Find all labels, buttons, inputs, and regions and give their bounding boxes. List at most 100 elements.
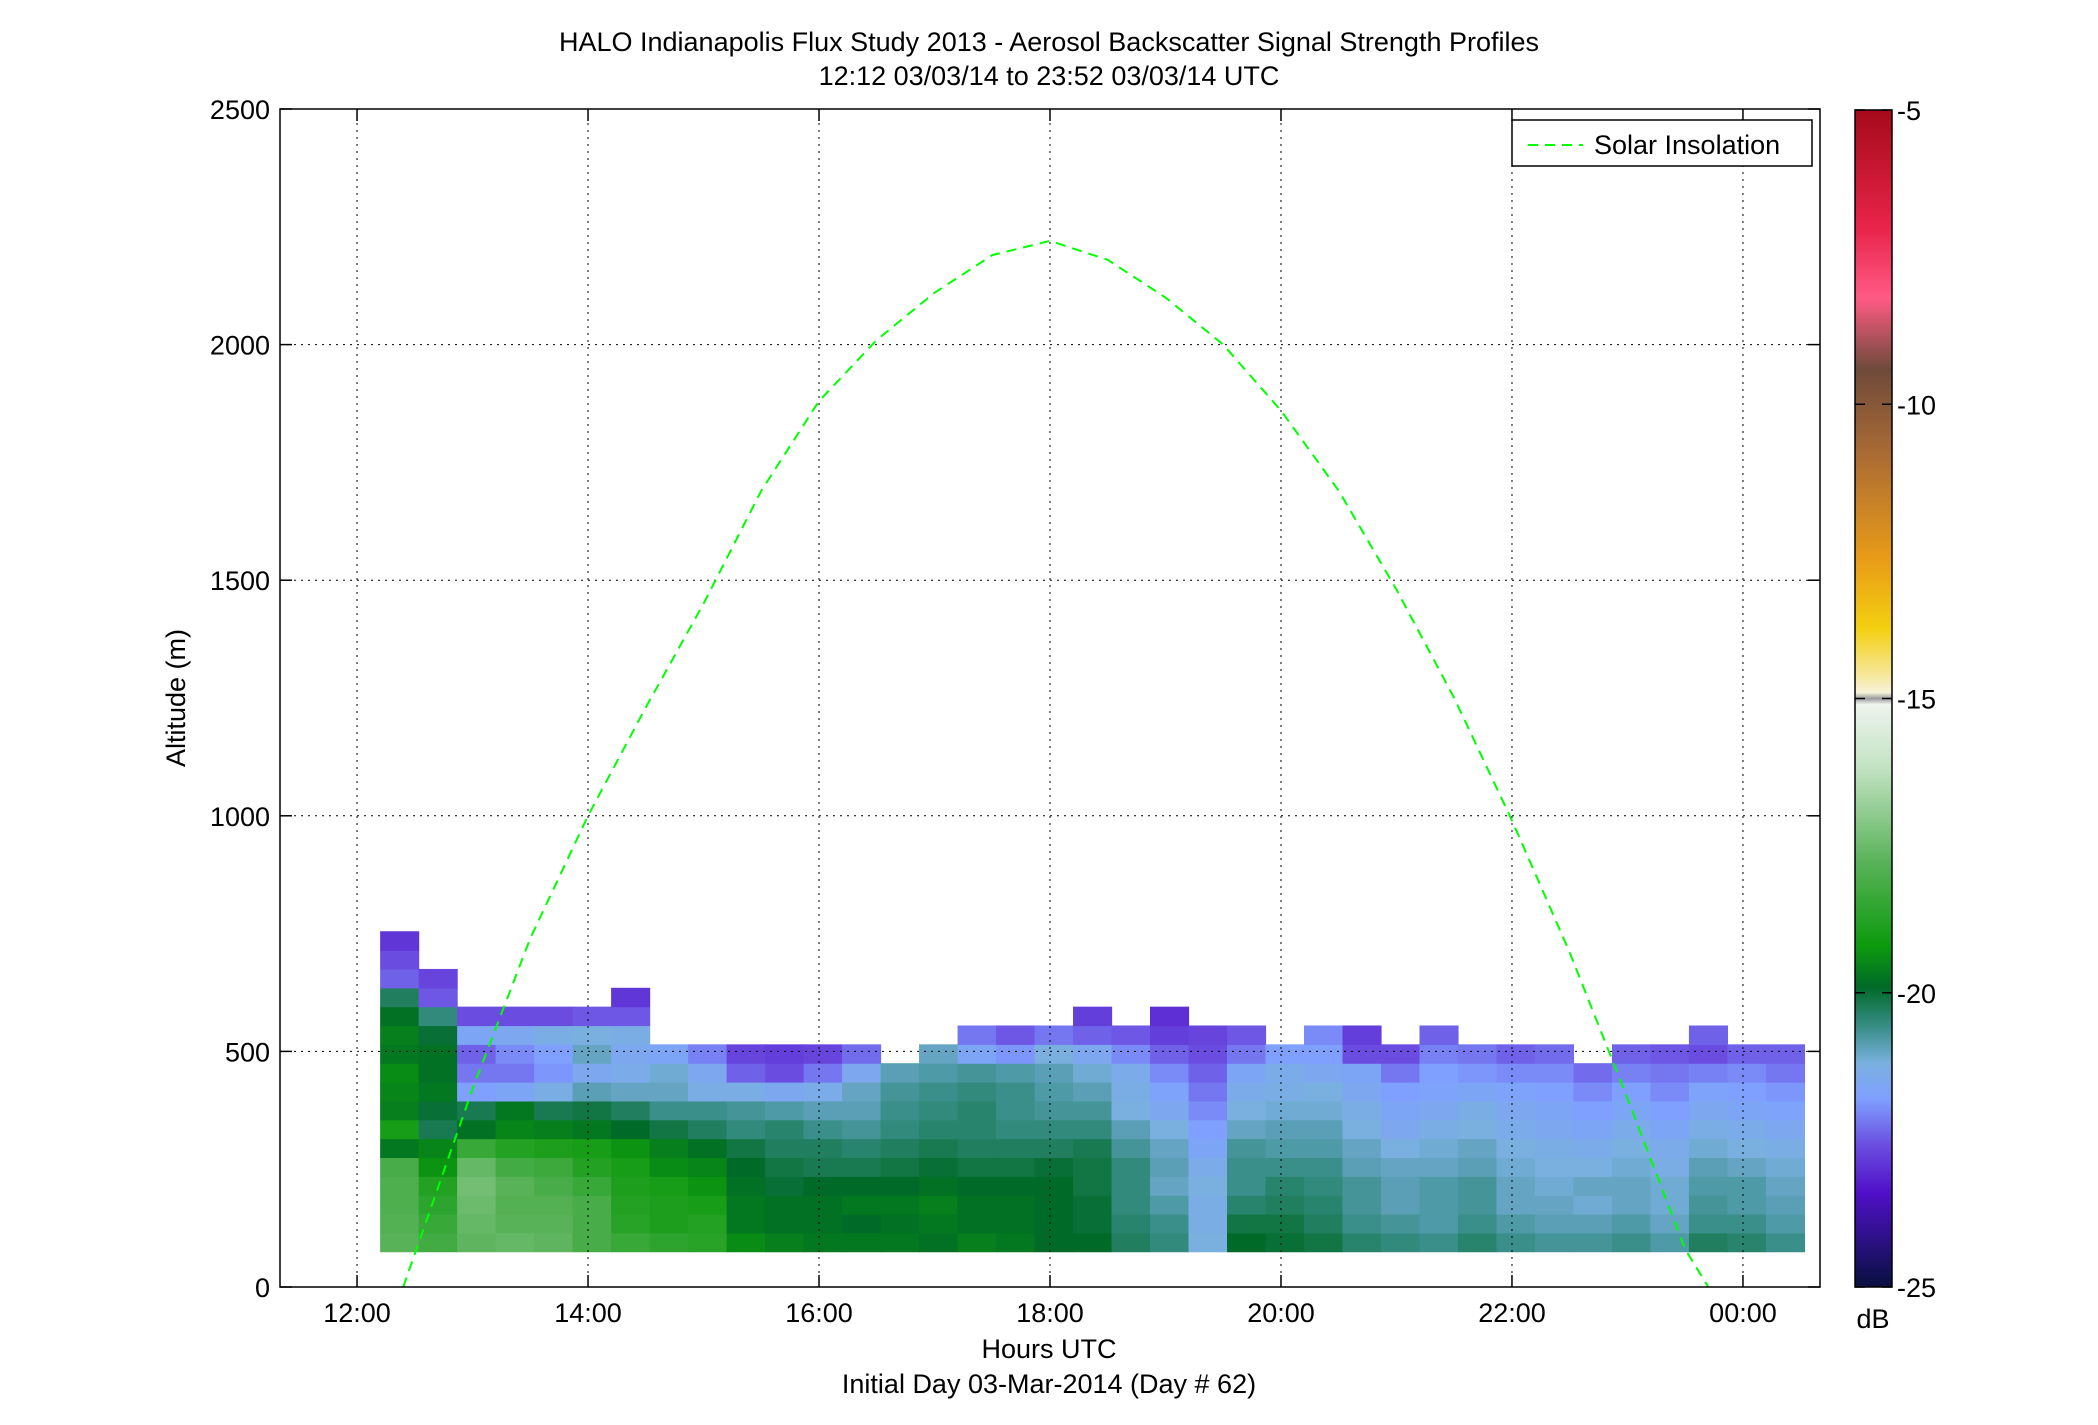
heatmap-cell [1611,1176,1652,1196]
heatmap-cell [803,1195,843,1215]
y-axis-label: Altitude (m) [161,629,191,767]
heatmap-cell [1111,1100,1151,1121]
heatmap-cell [688,1119,728,1140]
heatmap-cell [842,1063,882,1083]
heatmap-cell [1111,1232,1151,1253]
heatmap-cell [1303,1138,1344,1159]
heatmap-cell [534,1082,574,1102]
heatmap-cell [1650,1195,1690,1215]
heatmap-cell [1150,1044,1190,1064]
heatmap-cell [842,1213,882,1234]
heatmap-cell [1111,1176,1151,1196]
heatmap-cell [1419,1119,1459,1140]
heatmap-cell [688,1195,728,1215]
heatmap-cell [842,1100,882,1121]
heatmap-cell [418,1157,458,1177]
plot-area: Solar Insolation [279,108,1821,1288]
heatmap-cell [1034,1025,1074,1045]
heatmap-cell [380,1176,420,1196]
heatmap-cell [688,1213,728,1234]
heatmap-cell [611,1157,651,1177]
heatmap-cell [649,1157,689,1177]
heatmap-cell [1265,1119,1305,1140]
heatmap-cell [611,1232,651,1253]
heatmap-cell [842,1176,882,1196]
heatmap-cell [534,1006,574,1027]
heatmap-cell [996,1213,1036,1234]
heatmap-cell [1573,1063,1613,1083]
x-tick-label: 14:00 [554,1298,622,1328]
colorbar-ticks: -5 -10 -15 -20 -25 [1855,96,1936,1303]
heatmap-cell [1073,1195,1113,1215]
heatmap-cell [418,1119,458,1140]
heatmap-cell [1534,1195,1575,1215]
heatmap-cell [572,1100,612,1121]
heatmap-cell [765,1138,805,1159]
y-tick-label: 1500 [210,566,270,596]
heatmap-cell [534,1138,574,1159]
heatmap-cell [1227,1195,1267,1215]
heatmap-cell [919,1157,959,1177]
heatmap-cell [957,1025,997,1045]
heatmap-cell [1419,1100,1459,1121]
heatmap-cell [726,1119,766,1140]
heatmap-cell [1457,1044,1498,1064]
heatmap-cell [495,1232,535,1253]
heatmap-cell [1380,1195,1421,1215]
heatmap-cell [1188,1025,1228,1045]
colorbar-label: dB [1856,1304,1889,1334]
heatmap-cell [1380,1063,1421,1083]
heatmap-cell [611,1082,651,1102]
heatmap-cell [919,1063,959,1083]
heatmap-cell [1227,1025,1267,1045]
heatmap-cell [418,1232,458,1253]
x-tick-label: 00:00 [1709,1298,1777,1328]
heatmap-cell [996,1025,1036,1045]
heatmap-cell [457,1063,497,1083]
heatmap-cell [765,1176,805,1196]
heatmap-cell [1573,1157,1613,1177]
heatmap-cell [880,1119,920,1140]
heatmap-cell [418,1138,458,1159]
heatmap-cell [457,1195,497,1215]
heatmap-cell [1611,1232,1652,1253]
heatmap-cell [380,1138,420,1159]
heatmap-cell [1380,1119,1421,1140]
heatmap-cell [957,1213,997,1234]
heatmap-cell [1573,1213,1613,1234]
heatmap-cell [957,1138,997,1159]
heatmap-cell [1227,1232,1267,1253]
heatmap-cell [457,1232,497,1253]
heatmap-cell [957,1176,997,1196]
heatmap-cell [380,1157,420,1177]
heatmap-cell [1150,1063,1190,1083]
heatmap-cell [611,1100,651,1121]
x-axis-label: Hours UTC [981,1334,1116,1364]
heatmap-cell [1573,1195,1613,1215]
heatmap-cell [842,1044,882,1064]
heatmap-cell [1765,1138,1806,1159]
heatmap-cell [611,1138,651,1159]
heatmap-cell [1534,1100,1575,1121]
heatmap-cell [572,1232,612,1253]
heatmap-cell [1496,1176,1536,1196]
chart-title: HALO Indianapolis Flux Study 2013 - Aero… [559,27,1539,57]
heatmap-cell [495,1119,535,1140]
heatmap-cell [1380,1100,1421,1121]
heatmap-cell [457,1138,497,1159]
heatmap-cell [1227,1100,1267,1121]
heatmap-cell [1227,1138,1267,1159]
heatmap-cell [457,1082,497,1102]
heatmap-cell [957,1119,997,1140]
heatmap-cell [880,1082,920,1102]
heatmap-cell [572,1213,612,1234]
heatmap-cell [842,1119,882,1140]
heatmap-cell [1188,1138,1228,1159]
heatmap-cell [726,1138,766,1159]
heatmap-cell [1727,1044,1767,1064]
heatmap-cell [1688,1044,1729,1064]
heatmap-cell [1457,1157,1498,1177]
heatmap-cell [1188,1157,1228,1177]
heatmap-cell [1303,1063,1344,1083]
